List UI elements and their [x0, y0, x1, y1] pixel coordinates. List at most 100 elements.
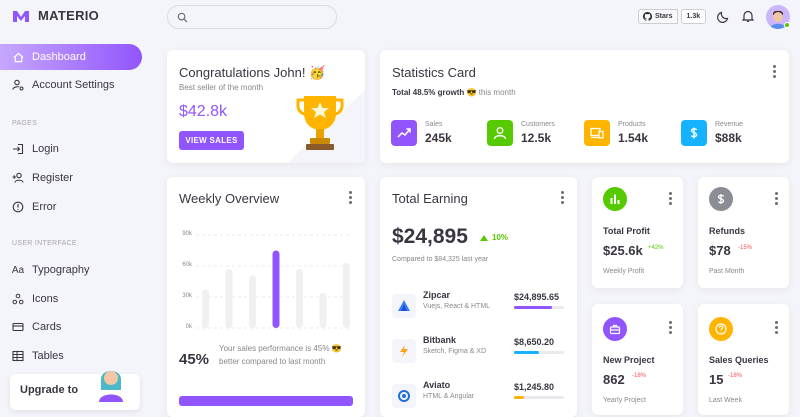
alert-circle-icon: [12, 201, 24, 213]
mini-sub: Weekly Profit: [603, 268, 645, 275]
sidebar-item-typography[interactable]: Aa Typography: [0, 257, 142, 283]
sidebar-item-label: Icons: [32, 293, 59, 305]
bitbank-logo-icon: [392, 339, 416, 363]
mini-sub: Last Week: [709, 397, 742, 404]
login-icon: [12, 143, 24, 155]
bell-icon[interactable]: [741, 9, 755, 23]
y-tick-label: 60k: [182, 262, 192, 268]
sidebar-item-icons[interactable]: Icons: [0, 286, 142, 312]
sidebar-item-dashboard[interactable]: Dashboard: [0, 44, 142, 70]
sales-queries-card: Sales Queries 15 -18% Last Week: [698, 304, 789, 415]
devices-icon: [584, 120, 610, 146]
account-plus-icon: [12, 172, 24, 184]
earning-row-aviato[interactable]: Aviato HTML & Angular $1,245.80: [392, 380, 567, 414]
growth-rest: this month: [478, 88, 516, 97]
mini-title: Sales Queries: [709, 355, 769, 365]
section-label-user-interface: USER INTERFACE: [12, 240, 77, 247]
icons-icon: [12, 293, 24, 305]
total-earning-card: Total Earning $24,895 10% Compared to $8…: [380, 177, 577, 417]
earning-row-name: Bitbank: [423, 335, 457, 345]
briefcase-icon: [603, 317, 627, 341]
github-stars[interactable]: Stars 1.3k: [638, 9, 707, 24]
zipcar-logo-icon: [392, 294, 416, 318]
mini-pct: -15%: [738, 245, 753, 251]
congrats-title: Congratulations John! 🥳: [179, 65, 326, 80]
queries-more-icon[interactable]: [774, 321, 778, 334]
weekly-text: Your sales performance is 45% 😎 better c…: [219, 344, 342, 366]
brand-name: MATERIO: [38, 8, 100, 23]
sidebar-item-label: Typography: [32, 264, 90, 276]
weekly-more-icon[interactable]: [348, 191, 352, 204]
profit-more-icon[interactable]: [668, 192, 672, 205]
typography-icon: Aa: [11, 264, 25, 276]
chart-bar: [319, 292, 327, 328]
sidebar-item-label: Tables: [32, 350, 64, 362]
congratulations-card: Congratulations John! 🥳 Best seller of t…: [167, 50, 365, 163]
earning-more-icon[interactable]: [560, 191, 564, 204]
search-input[interactable]: [167, 5, 337, 29]
stat-value: 12.5k: [521, 131, 552, 145]
mini-pct: -18%: [632, 373, 647, 379]
weekly-chart: [196, 234, 352, 329]
refunds-more-icon[interactable]: [774, 192, 778, 205]
earning-row-name: Aviato: [423, 380, 451, 390]
github-icon: [643, 12, 652, 21]
weekly-details-button[interactable]: [179, 396, 353, 406]
earning-row-name: Zipcar: [423, 290, 451, 300]
sidebar-item-label: Account Settings: [32, 79, 115, 91]
currency-icon: [709, 187, 733, 211]
sidebar-item-register[interactable]: Register: [0, 165, 142, 191]
statistics-growth: Total 48.5% growth 😎 this month: [392, 88, 516, 97]
growth-bold: Total 48.5% growth: [392, 88, 465, 97]
stat-label: Customers: [521, 121, 555, 128]
earning-row-zipcar[interactable]: Zipcar Vuejs, React & HTML $24,895.65: [392, 290, 567, 324]
stat-products: Products 1.54k: [584, 120, 648, 146]
sidebar-item-cards[interactable]: Cards: [0, 314, 142, 340]
mini-title: Total Profit: [603, 226, 650, 236]
statistics-title: Statistics Card: [392, 65, 476, 80]
upgrade-banner[interactable]: Upgrade to: [10, 371, 140, 410]
sidebar-item-label: Login: [32, 143, 59, 155]
sidebar-item-login[interactable]: Login: [0, 136, 142, 162]
materio-logo-icon: [13, 10, 29, 22]
earning-compare: Compared to $84,325 last year: [392, 256, 489, 263]
chart-bar: [343, 262, 350, 328]
aviato-logo-icon: [392, 384, 416, 408]
section-label-pages: PAGES: [12, 120, 38, 127]
brand[interactable]: MATERIO: [12, 8, 99, 23]
congrats-subtitle: Best seller of the month: [179, 83, 264, 92]
sidebar-item-label: Cards: [32, 321, 62, 333]
growth-emoji: 😎: [466, 88, 477, 97]
stat-value: 245k: [425, 131, 452, 145]
statistics-more-icon[interactable]: [772, 65, 776, 78]
upgrade-text: Upgrade to: [20, 384, 79, 396]
moon-icon[interactable]: [717, 9, 731, 23]
earning-change: 10%: [480, 233, 508, 242]
mini-sub: Yearly Project: [603, 397, 646, 404]
github-stars-button[interactable]: Stars: [638, 9, 678, 24]
project-more-icon[interactable]: [668, 321, 672, 334]
earning-progress: [514, 306, 564, 309]
earning-amount: $24,895: [392, 225, 468, 248]
y-tick-label: 90k: [182, 231, 192, 237]
sidebar-item-tables[interactable]: Tables: [0, 343, 142, 369]
online-status-dot: [784, 22, 790, 28]
earning-row-sub: HTML & Angular: [423, 393, 475, 400]
earning-row-sub: Vuejs, React & HTML: [423, 303, 491, 310]
mini-pct: -18%: [728, 373, 743, 379]
mini-value: $78: [709, 243, 731, 258]
earning-row-amount: $8,650.20: [514, 337, 555, 347]
mini-value: 862: [603, 372, 625, 387]
earning-row-bitbank[interactable]: Bitbank Sketch, Figma & XD $8,650.20: [392, 335, 567, 369]
sidebar-item-label: Error: [32, 201, 57, 213]
chart-bar: [249, 275, 256, 328]
chart-bar: [296, 269, 303, 328]
sidebar-item-account-settings[interactable]: Account Settings: [0, 72, 142, 98]
earning-row-amount: $24,895.65: [514, 292, 560, 302]
view-sales-button[interactable]: VIEW SALES: [179, 131, 244, 150]
mini-value: $25.6k: [603, 243, 643, 258]
sidebar: MATERIO Dashboard Account Settings PAGES…: [0, 0, 152, 410]
earning-progress-fill: [514, 306, 552, 309]
stat-sales: Sales 245k: [391, 120, 452, 146]
sidebar-item-error[interactable]: Error: [0, 194, 142, 220]
